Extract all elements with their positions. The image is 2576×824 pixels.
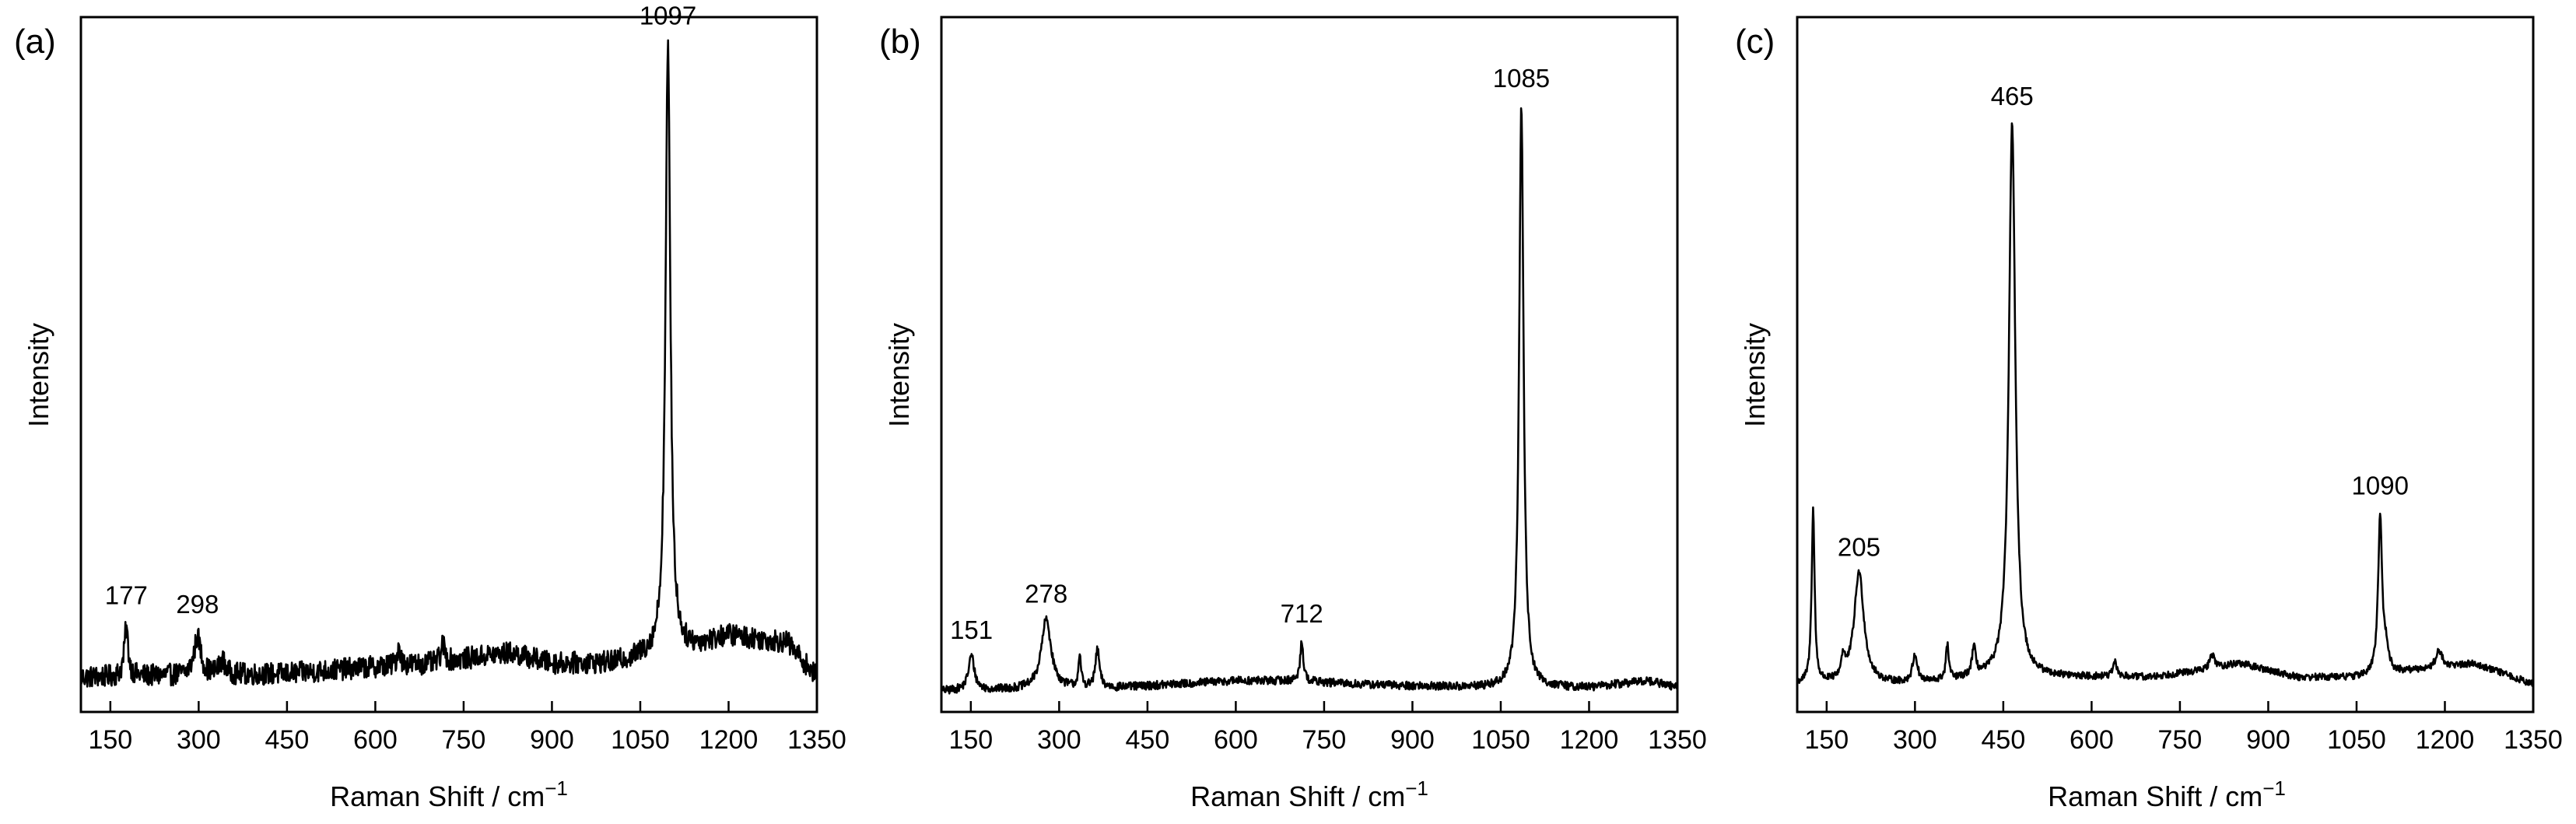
peak-label: 298	[176, 590, 219, 619]
plot-frame	[1796, 16, 2535, 714]
x-tick-label: 600	[1214, 725, 1258, 755]
x-axis-label: Raman Shift / cm−1	[1190, 777, 1428, 812]
x-tick-label: 1200	[699, 725, 759, 755]
peak-label: 151	[950, 615, 993, 644]
peak-label: 465	[1991, 82, 2034, 110]
peak-label: 1097	[640, 2, 696, 30]
peak-label: 205	[1838, 532, 1880, 561]
x-tick-label: 150	[88, 725, 132, 755]
panel-a: (a) Intensity Raman Shift / cm−1 150 300 4…	[14, 2, 846, 812]
x-axis-label: Raman Shift / cm−1	[2048, 777, 2286, 812]
x-tick-label: 900	[1390, 725, 1435, 755]
x-tick-label: 300	[1037, 725, 1081, 755]
x-tick-label: 300	[1893, 725, 1937, 755]
x-tick-label: 600	[2070, 725, 2114, 755]
x-tick-label: 150	[948, 725, 993, 755]
x-tick-label: 1350	[2504, 725, 2563, 755]
plot-frame	[940, 16, 1679, 714]
x-tick-label: 450	[265, 725, 310, 755]
peak-label: 1090	[2352, 471, 2409, 500]
y-axis-label: Intensity	[23, 323, 54, 427]
x-tick-label: 900	[530, 725, 574, 755]
x-tick-label: 750	[1302, 725, 1347, 755]
x-tick-label: 150	[1804, 725, 1849, 755]
spectrum-line	[1796, 122, 2534, 687]
x-tick-label: 1200	[2416, 725, 2475, 755]
x-tick-label: 750	[442, 725, 486, 755]
spectrum-line	[79, 39, 818, 688]
x-tick-label: 1350	[1648, 725, 1707, 755]
y-axis-label: Intensity	[1739, 323, 1771, 427]
panel-b: (b) Intensity Raman Shift / cm−1 150 300 4…	[879, 16, 1707, 812]
peak-label: 177	[105, 580, 148, 609]
panel-label: (a)	[14, 23, 56, 61]
peak-label: 278	[1025, 580, 1067, 608]
plot-area-a: 150 300 450 600 750 900 1050 1200 1350 177 298 1097	[79, 2, 846, 755]
x-tick-label: 1350	[787, 725, 846, 755]
peak-label: 1085	[1493, 64, 1550, 93]
x-tick-label: 1050	[1471, 725, 1530, 755]
x-axis-label: Raman Shift / cm−1	[330, 777, 568, 812]
y-axis-label: Intensity	[883, 323, 915, 427]
panel-c: (c) Intensity Raman Shift / cm−1 150 300 4…	[1735, 16, 2563, 812]
x-tick-label: 750	[2158, 725, 2203, 755]
panel-label: (b)	[879, 23, 921, 61]
x-tick-label: 600	[353, 725, 398, 755]
x-tick-label: 450	[1126, 725, 1170, 755]
panel-label: (c)	[1735, 23, 1775, 61]
peak-label: 712	[1281, 599, 1323, 628]
plot-area-b: 150 300 450 600 750 900 1050 1200 1350 151 278 712 1…	[940, 16, 1707, 755]
spectrum-line	[940, 107, 1678, 695]
x-tick-label: 900	[2246, 725, 2290, 755]
x-tick-label: 450	[1982, 725, 2026, 755]
x-tick-label: 300	[177, 725, 221, 755]
x-tick-label: 1050	[611, 725, 670, 755]
plot-area-c: 150 300 450 600 750 900 1050 1200 1350 205 465 1090	[1796, 16, 2563, 755]
x-tick-label: 1050	[2327, 725, 2386, 755]
x-tick-label: 1200	[1560, 725, 1619, 755]
plot-frame	[79, 16, 818, 714]
